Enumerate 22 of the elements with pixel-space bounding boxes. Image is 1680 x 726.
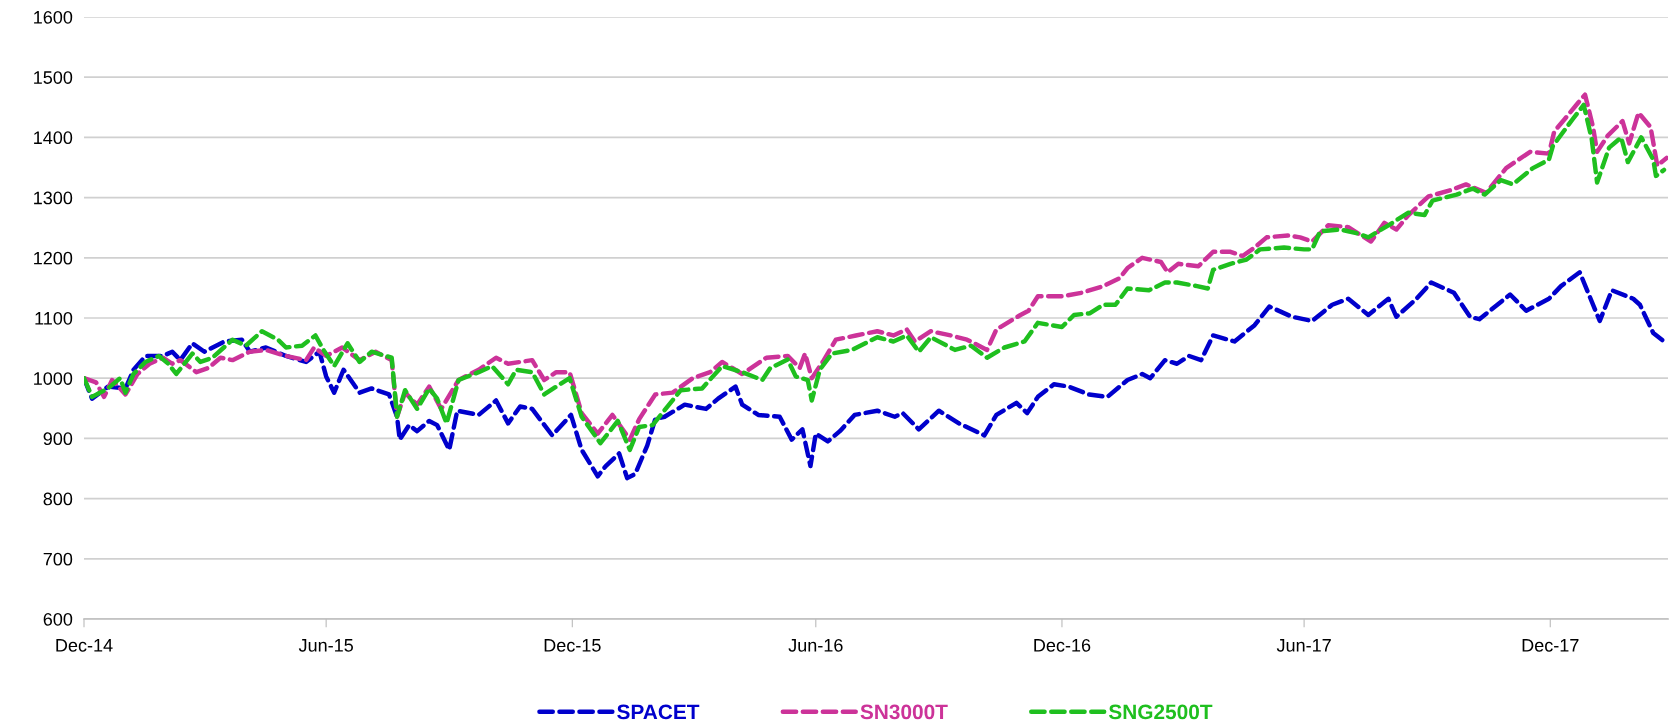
y-tick-label: 800 [43, 492, 73, 506]
legend-label: SNG2500T [1108, 704, 1213, 720]
y-tick-label: 700 [43, 552, 73, 566]
x-tick-label: Dec-15 [544, 639, 601, 652]
x-tick-label: Dec-16 [1034, 638, 1091, 652]
y-tick-label: 1600 [34, 10, 73, 24]
y-tick-label: 1400 [34, 131, 73, 145]
y-tick-label: 600 [43, 612, 73, 626]
legend-label: SPACET [617, 704, 700, 720]
x-tick-label: Jun-17 [1276, 639, 1331, 652]
y-tick-label: 900 [43, 432, 73, 446]
legend-label: SN3000T [860, 704, 948, 720]
x-tick-label: Jun-15 [298, 639, 353, 652]
x-tick-label: Dec-17 [1522, 639, 1579, 652]
line-series [84, 270, 1667, 481]
y-tick-label: 1500 [34, 71, 73, 84]
y-tick-label: 1000 [34, 372, 73, 385]
y-tick-label: 1300 [34, 191, 73, 205]
x-tick-label: Dec-14 [56, 639, 113, 652]
x-tick-label: Jun-16 [788, 638, 843, 652]
y-tick-label: 1200 [34, 251, 73, 265]
y-tick-label: 1100 [35, 311, 73, 325]
